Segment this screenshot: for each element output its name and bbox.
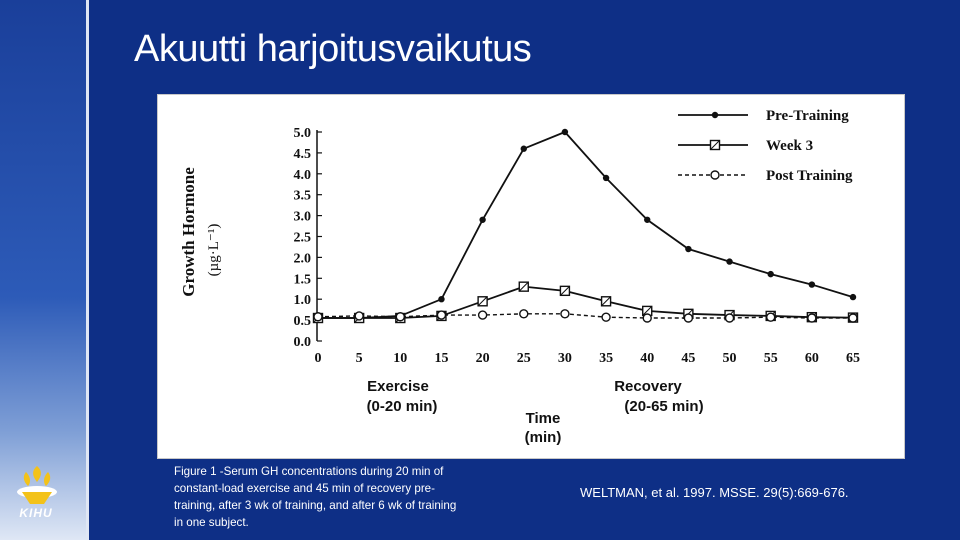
data-point-slash [642,306,653,316]
x-tick-label: 30 [558,351,572,366]
y-axis-label: Growth Hormone [179,167,198,297]
y-tick-label: 2.0 [294,251,312,266]
legend-marker-slash [710,140,720,150]
series-post-training [313,309,858,323]
series-line [317,313,853,319]
data-point [724,313,735,323]
data-point [849,293,857,301]
series-line [318,285,854,319]
y-tick-label: 3.0 [294,210,312,225]
data-point [354,311,364,321]
figure-panel: 0.0 0.5 1.0 1.5 2.0 2.5 3.0 3.5 4.0 4.5 5.0 0 5 10 15 2… [157,94,905,459]
x-tick-label: 15 [434,351,448,366]
x-tick-label: 65 [846,351,860,366]
data-point [438,296,445,303]
recovery-label: Recovery [614,378,682,395]
legend-marker [711,111,719,119]
slide-title: Akuutti harjoitusvaikutus [134,28,532,70]
data-point [644,216,651,223]
x-tick-label: 55 [764,351,778,366]
data-point [848,313,858,323]
data-point [519,309,529,319]
legend-label: Post Training [766,168,853,184]
growth-hormone-chart: 0.0 0.5 1.0 1.5 2.0 2.5 3.0 3.5 4.0 4.5 5.0 0 5 10 15 2… [179,108,860,446]
data-point [477,310,488,320]
x-axis-unit: (min) [525,429,562,446]
citation: WELTMAN, et al. 1997. MSSE. 29(5):669-67… [580,485,849,500]
x-tick-label: 5 [356,351,363,366]
y-tick-label: 0.5 [294,314,312,329]
x-tick-label: 35 [599,351,613,366]
x-tick-label: 25 [517,351,531,366]
data-point-slash [601,296,611,307]
y-tick-label: 0.0 [294,335,312,350]
data-point [726,258,733,265]
data-point [601,312,611,322]
logo-text: KIHU [19,506,53,520]
y-tick-label: 4.0 [294,168,312,183]
data-point [765,312,776,322]
figure-caption: Figure 1 -Serum GH concentrations during… [174,465,457,529]
legend-label: Week 3 [766,138,813,154]
exercise-range: (0-20 min) [367,398,438,415]
x-tick-label: 10 [393,351,407,366]
y-tick-label: 5.0 [294,126,312,141]
y-tick-label: 1.0 [294,293,312,308]
x-tick-label: 45 [681,351,695,366]
data-point [808,281,816,288]
data-point [520,145,527,152]
data-point [395,312,406,322]
data-point [560,309,570,319]
y-tick-label: 1.5 [294,272,312,287]
series-line [318,130,854,319]
x-tick-label: 50 [723,351,737,366]
series-pre-training [314,128,857,322]
sidebar-gradient [0,0,86,540]
x-tick-label: 40 [640,351,654,366]
x-tick-label: 0 [315,351,322,366]
data-point-slash [518,281,529,292]
data-point-slash [477,296,488,307]
y-tick-label: 3.5 [294,189,312,204]
data-point [479,216,486,223]
legend-label: Pre-Training [766,108,849,124]
x-axis-label: Time [526,410,561,427]
x-tick-label: 60 [805,351,819,366]
x-tick-label: 20 [476,351,490,366]
legend-marker [710,170,720,180]
data-point [767,270,774,278]
data-point [642,313,652,323]
data-point [807,313,817,323]
y-tick-label: 4.5 [294,147,312,162]
y-tick-label: 2.5 [294,231,312,246]
y-axis-unit: (µg·L⁻¹) [206,224,222,277]
sidebar-divider [86,0,89,540]
data-point [683,313,694,323]
data-point [602,174,610,182]
exercise-label: Exercise [367,378,429,395]
data-point-slash [560,285,570,296]
data-point [561,128,569,136]
data-point [313,312,323,322]
data-point [436,310,447,320]
recovery-range: (20-65 min) [624,398,703,415]
data-point [685,245,692,253]
kihu-logo [17,466,57,504]
